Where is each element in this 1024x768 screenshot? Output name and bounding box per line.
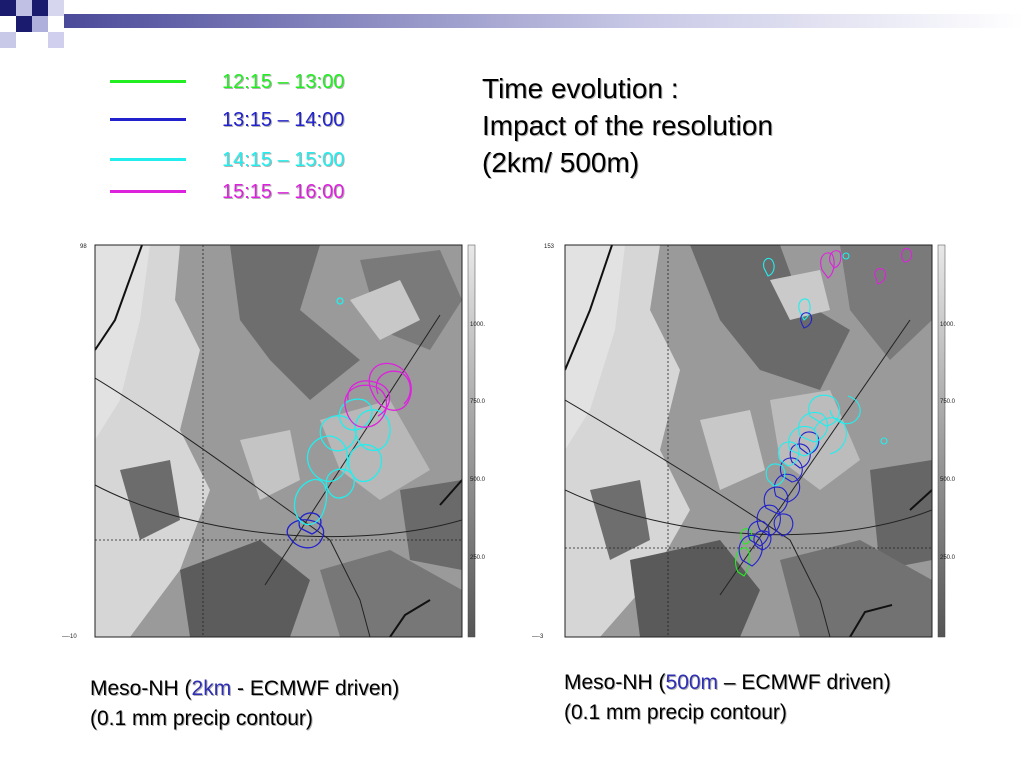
terrain-shading	[95, 245, 462, 637]
legend-swatch	[110, 118, 186, 121]
colorbar-tick-label: 750.0	[940, 399, 956, 405]
colorbar-tick-label: 1000.	[470, 322, 485, 328]
caption-2km: Meso-NH (2km - ECMWF driven) (0.1 mm pre…	[90, 674, 399, 734]
legend-entry: 15:15 – 16:00	[110, 180, 410, 204]
colorbar	[467, 244, 476, 638]
colorbar-tick-label: 250.0	[470, 555, 486, 561]
caption-suffix: – ECMWF driven)	[718, 671, 891, 694]
caption-line: Meso-NH (500m – ECMWF driven)	[564, 668, 891, 698]
title-line: Impact of the resolution	[482, 110, 774, 141]
colorbar-tick-label: 500.0	[470, 477, 486, 483]
caption-suffix: - ECMWF driven)	[231, 677, 400, 700]
legend-label: 14:15 – 15:00	[222, 149, 345, 171]
legend-entry: 14:15 – 15:00	[110, 148, 410, 172]
axis-corner-label: 98	[80, 244, 87, 250]
axis-corner-label: —-10	[62, 634, 77, 640]
caption-line: Meso-NH (2km - ECMWF driven)	[90, 674, 399, 704]
colorbar-tick-label: 750.0	[470, 399, 486, 405]
colorbar	[937, 244, 946, 638]
title-line: (2km/ 500m)	[482, 147, 640, 178]
precip-contours	[735, 247, 913, 577]
colorbar-tick-label: 250.0	[940, 555, 956, 561]
precip-contours	[286, 297, 412, 549]
legend-swatch	[110, 158, 186, 161]
caption-prefix: Meso-NH (	[90, 677, 192, 700]
colorbar-tick-label: 1000.	[940, 322, 955, 328]
terrain-shading	[565, 245, 932, 637]
legend-swatch	[110, 80, 186, 83]
legend-label: 15:15 – 16:00	[222, 181, 345, 203]
legend-label: 12:15 – 13:00	[222, 71, 345, 93]
caption-resolution: 2km	[191, 677, 232, 700]
caption-line: (0.1 mm precip contour)	[90, 707, 313, 730]
caption-line: (0.1 mm precip contour)	[564, 701, 787, 724]
legend-swatch	[110, 190, 186, 193]
caption-prefix: Meso-NH (	[564, 671, 666, 694]
map-panel-500m: 1000. 750.0 500.0 250.0 153 —-3	[532, 244, 956, 640]
axis-corner-label: —-3	[532, 634, 544, 640]
caption-500m: Meso-NH (500m – ECMWF driven) (0.1 mm pr…	[564, 668, 891, 728]
legend-entry: 12:15 – 13:00	[110, 70, 410, 94]
geographic-lines	[565, 245, 932, 637]
slide-decoration	[0, 0, 1024, 48]
legend-entry: 13:15 – 14:00	[110, 108, 410, 132]
colorbar-tick-label: 500.0	[940, 477, 956, 483]
map-panel-2km: 1000. 750.0 500.0 250.0 98 —-10	[62, 244, 486, 640]
axis-corner-label: 153	[544, 244, 555, 250]
caption-resolution: 500m	[665, 671, 719, 694]
title-line: Time evolution :	[482, 73, 679, 104]
slide-title: Time evolution : Impact of the resolutio…	[482, 70, 773, 181]
legend-label: 13:15 – 14:00	[222, 109, 345, 131]
